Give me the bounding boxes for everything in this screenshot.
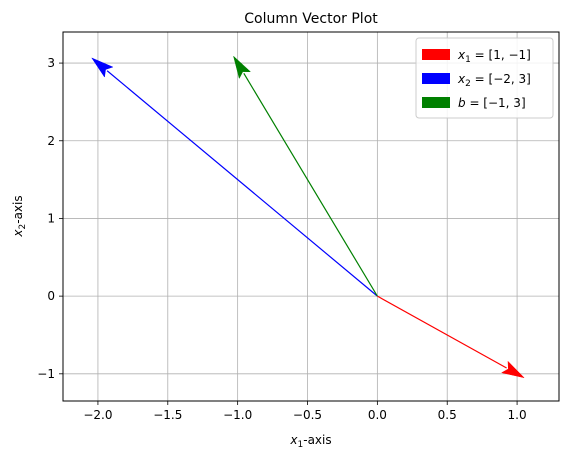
legend-box bbox=[415, 37, 554, 119]
legend: x1 = [1, −1] x2 = [−2, 3] b = [−1, 3] bbox=[415, 37, 554, 119]
x-tick-label: −1.5 bbox=[153, 408, 182, 422]
vector-arrowhead bbox=[233, 55, 252, 80]
y-tick-label: 3 bbox=[47, 56, 55, 70]
y-axis-ticks: −1 0 1 2 3 bbox=[37, 56, 63, 381]
x-tick-label: −1.0 bbox=[223, 408, 252, 422]
vector-shaft bbox=[243, 73, 378, 297]
vector-shaft bbox=[377, 295, 507, 369]
legend-swatch bbox=[422, 73, 450, 84]
y-axis-label: x2-axis bbox=[11, 195, 28, 237]
x-tick-label: 0.5 bbox=[438, 408, 457, 422]
y-tick-label: 1 bbox=[47, 211, 55, 225]
legend-label: b = [−1, 3] bbox=[458, 96, 526, 110]
legend-swatch bbox=[422, 49, 450, 60]
x-tick-label: −2.0 bbox=[83, 408, 112, 422]
x-tick-label: 1.0 bbox=[508, 408, 527, 422]
legend-label: x1 = [1, −1] bbox=[457, 48, 531, 65]
y-tick-label: −1 bbox=[37, 367, 55, 381]
plot-frame bbox=[62, 31, 560, 402]
vector-arrowhead bbox=[500, 360, 525, 379]
vector-shaft bbox=[106, 70, 378, 297]
x-axis-label: x1-axis bbox=[289, 433, 331, 450]
vector-arrows bbox=[91, 55, 525, 379]
vector-arrowhead bbox=[91, 57, 114, 78]
y-tick-label: 0 bbox=[47, 289, 55, 303]
x-tick-label: −0.5 bbox=[293, 408, 322, 422]
x-tick-label: 0.0 bbox=[368, 408, 387, 422]
chart-title: Column Vector Plot bbox=[244, 11, 378, 27]
legend-label: x2 = [−2, 3] bbox=[457, 72, 531, 89]
y-tick-label: 2 bbox=[47, 134, 55, 148]
legend-swatch bbox=[422, 97, 450, 108]
x-axis-ticks: −2.0 −1.5 −1.0 −0.5 0.0 0.5 1.0 bbox=[83, 401, 527, 422]
